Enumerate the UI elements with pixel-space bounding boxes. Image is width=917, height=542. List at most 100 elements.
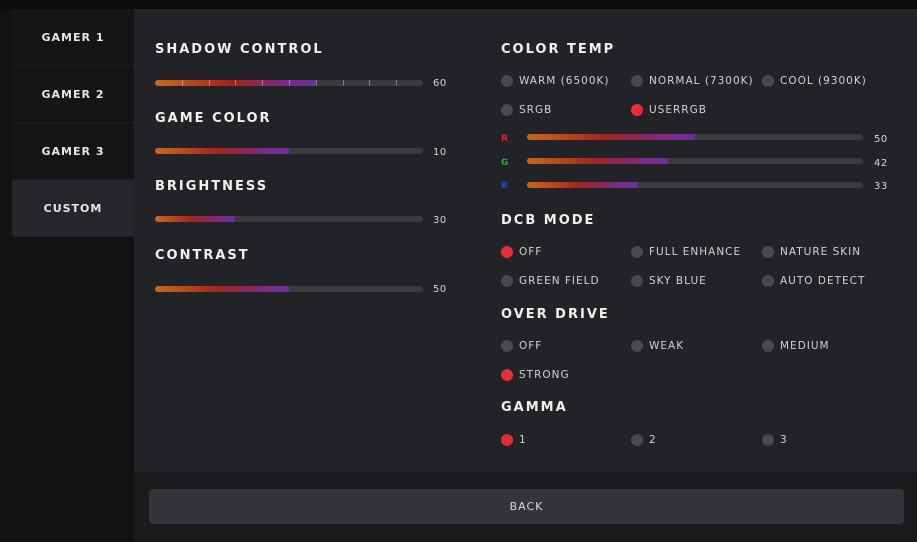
radio-icon: [631, 75, 643, 87]
radio-icon: [762, 275, 774, 287]
game-color-value: 10: [433, 147, 447, 158]
gamma-2-option[interactable]: 2: [631, 434, 657, 446]
slider-tick: [262, 80, 264, 86]
channel-b-label: B: [501, 181, 508, 191]
channel-r-label: R: [501, 134, 508, 144]
radio-icon: [762, 340, 774, 352]
option-label: WARM (6500K): [519, 75, 610, 87]
option-label: NORMAL (7300K): [649, 75, 754, 87]
tab-custom[interactable]: CUSTOM: [12, 180, 134, 237]
dcb-green-field-option[interactable]: GREEN FIELD: [501, 275, 600, 287]
dcb-nature-skin-option[interactable]: NATURE SKIN: [762, 246, 861, 258]
radio-icon: [501, 275, 513, 287]
brightness-title: BRIGHTNESS: [155, 179, 269, 194]
game-color-title: GAME COLOR: [155, 111, 272, 126]
option-label: SRGB: [519, 104, 553, 116]
shadow-control-fill: [155, 80, 316, 86]
over-drive-weak-option[interactable]: WEAK: [631, 340, 684, 352]
contrast-slider[interactable]: [155, 286, 423, 292]
gamma-1-option[interactable]: 1: [501, 434, 527, 446]
radio-icon: [501, 75, 513, 87]
radio-icon: [501, 369, 513, 381]
option-label: WEAK: [649, 340, 685, 352]
radio-icon: [501, 340, 513, 352]
dcb-auto-detect-option[interactable]: AUTO DETECT: [762, 275, 865, 287]
settings-panel: [134, 9, 917, 472]
option-label: OFF: [519, 246, 543, 258]
shadow-control-value: 60: [433, 78, 447, 89]
option-label: AUTO DETECT: [780, 275, 866, 287]
dcb-mode-title: DCB MODE: [501, 213, 596, 228]
contrast-value: 50: [433, 284, 447, 295]
channel-r-fill: [527, 134, 695, 140]
shadow-control-slider[interactable]: [155, 80, 423, 86]
option-label: 3: [780, 434, 788, 446]
radio-icon: [762, 246, 774, 258]
dcb-sky-blue-option[interactable]: SKY BLUE: [631, 275, 707, 287]
shadow-control-title: SHADOW CONTROL: [155, 42, 324, 57]
channel-r-slider[interactable]: [527, 134, 863, 140]
color-temp-srgb-option[interactable]: SRGB: [501, 104, 552, 116]
color-temp-cool-option[interactable]: COOL (9300K): [762, 75, 867, 87]
channel-g-fill: [527, 158, 669, 164]
option-label: COOL (9300K): [780, 75, 867, 87]
radio-icon: [631, 275, 643, 287]
slider-tick: [396, 80, 398, 86]
color-temp-userrgb-option[interactable]: USERRGB: [631, 104, 707, 116]
slider-tick: [342, 80, 344, 86]
radio-icon: [762, 434, 774, 446]
over-drive-off-option[interactable]: OFF: [501, 340, 542, 352]
gamma-3-option[interactable]: 3: [762, 434, 788, 446]
option-label: 2: [649, 434, 657, 446]
option-label: FULL ENHANCE: [649, 246, 742, 258]
over-drive-medium-option[interactable]: MEDIUM: [762, 340, 830, 352]
color-temp-normal-option[interactable]: NORMAL (7300K): [631, 75, 754, 87]
contrast-title: CONTRAST: [155, 248, 250, 263]
brightness-fill: [155, 216, 236, 222]
slider-tick: [181, 80, 183, 86]
tab-gamer-3[interactable]: GAMER 3: [12, 123, 134, 180]
gamma-title: GAMMA: [501, 400, 568, 415]
channel-g-slider[interactable]: [527, 158, 863, 164]
channel-b-slider[interactable]: [527, 182, 863, 188]
game-color-fill: [155, 148, 289, 154]
radio-icon: [631, 246, 643, 258]
slider-tick: [208, 80, 210, 86]
channel-r-value: 50: [874, 134, 888, 145]
color-temp-title: COLOR TEMP: [501, 42, 616, 57]
channel-g-value: 42: [874, 158, 888, 169]
option-label: MEDIUM: [780, 340, 830, 352]
slider-tick: [315, 80, 317, 86]
channel-b-fill: [527, 182, 638, 188]
brightness-value: 30: [433, 215, 447, 226]
dcb-off-option[interactable]: OFF: [501, 246, 542, 258]
back-button[interactable]: BACK: [149, 489, 904, 524]
option-label: USERRGB: [649, 104, 707, 116]
radio-icon: [631, 104, 643, 116]
contrast-fill: [155, 286, 289, 292]
option-label: OFF: [519, 340, 543, 352]
over-drive-strong-option[interactable]: STRONG: [501, 369, 570, 381]
radio-icon: [501, 434, 513, 446]
option-label: 1: [519, 434, 527, 446]
slider-tick: [369, 80, 371, 86]
option-label: STRONG: [519, 369, 570, 381]
sidebar: GAMER 1 GAMER 2 GAMER 3 CUSTOM: [12, 9, 134, 237]
option-label: SKY BLUE: [649, 275, 707, 287]
option-label: NATURE SKIN: [780, 246, 862, 258]
radio-icon: [631, 434, 643, 446]
brightness-slider[interactable]: [155, 216, 423, 222]
tab-gamer-1[interactable]: GAMER 1: [12, 9, 134, 66]
slider-tick: [235, 80, 237, 86]
radio-icon: [631, 340, 643, 352]
radio-icon: [762, 75, 774, 87]
dcb-full-enhance-option[interactable]: FULL ENHANCE: [631, 246, 741, 258]
slider-tick: [289, 80, 290, 86]
tab-gamer-2[interactable]: GAMER 2: [12, 66, 134, 123]
option-label: GREEN FIELD: [519, 275, 600, 287]
color-temp-warm-option[interactable]: WARM (6500K): [501, 75, 609, 87]
game-color-slider[interactable]: [155, 148, 423, 154]
radio-icon: [501, 246, 513, 258]
radio-icon: [501, 104, 513, 116]
channel-g-label: G: [501, 158, 509, 168]
